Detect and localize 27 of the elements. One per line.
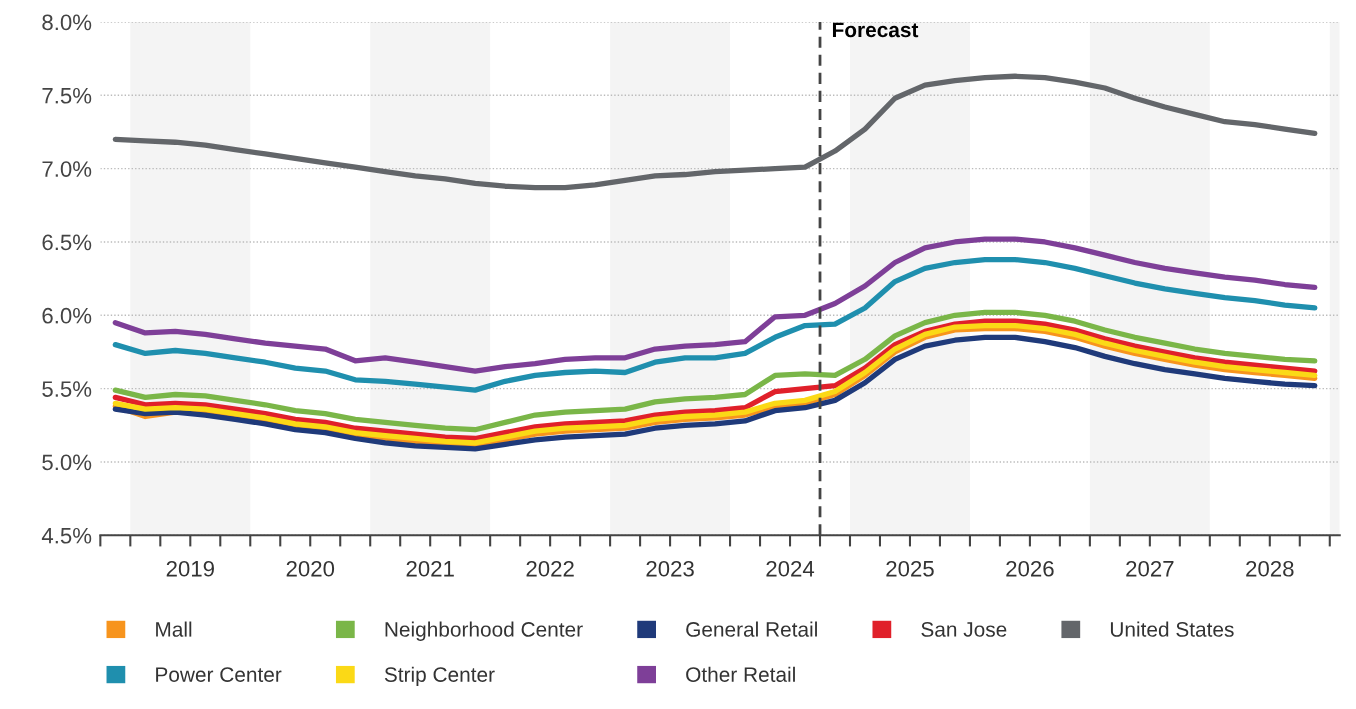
- x-tick-label: 2026: [1006, 560, 1054, 577]
- y-tick-label: 4.5%: [41, 527, 92, 544]
- legend-label: San Jose: [921, 622, 1007, 637]
- x-tick-label: 2028: [1246, 560, 1294, 577]
- ref-line-label: Forecast: [832, 22, 919, 38]
- x-tick-label: 2020: [286, 560, 335, 577]
- y-tick-label: 6.0%: [42, 307, 92, 324]
- x-tick-label: 2025: [886, 560, 934, 577]
- y-tick-label: 7.5%: [42, 87, 92, 104]
- x-tick-label: 2023: [646, 560, 694, 577]
- legend-label: United States: [1110, 621, 1234, 637]
- y-tick-label: 7.0%: [42, 161, 92, 177]
- x-tick-label: 2021: [406, 560, 454, 577]
- legend-label: Power Center: [156, 667, 282, 682]
- y-tick-label: 5.0%: [42, 454, 92, 471]
- legend-label: Other Retail: [686, 666, 795, 682]
- x-tick-label: 2022: [526, 560, 574, 577]
- y-tick-label: 6.5%: [42, 234, 92, 251]
- x-tick-label: 2019: [166, 560, 214, 577]
- x-tick-label: 2024: [766, 560, 815, 577]
- legend-label: General Retail: [686, 621, 817, 637]
- y-tick-label: 5.5%: [42, 381, 92, 397]
- legend-label: Neighborhood Center: [385, 621, 583, 641]
- y-tick-label: 8.0%: [42, 14, 92, 31]
- x-tick-label: 2027: [1126, 560, 1174, 577]
- legend-label: Strip Center: [384, 666, 495, 687]
- legend-label: Mall: [156, 621, 192, 637]
